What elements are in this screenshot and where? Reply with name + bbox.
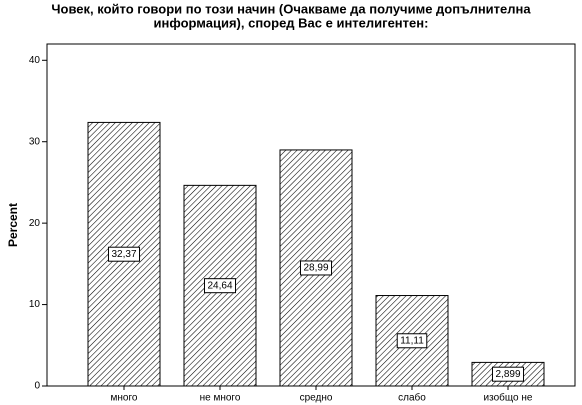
y-tick-label: 20 bbox=[29, 218, 41, 229]
y-axis-label: Percent bbox=[6, 203, 20, 247]
y-tick-label: 0 bbox=[34, 381, 40, 392]
x-tick-label: средно bbox=[300, 393, 333, 404]
x-tick-label: не много bbox=[200, 393, 241, 404]
value-label: 28,99 bbox=[303, 263, 328, 274]
value-label: 24,64 bbox=[207, 280, 232, 291]
chart-title: Човек, който говори по този начин (Очакв… bbox=[51, 1, 531, 16]
x-tick-label: слабо bbox=[398, 392, 426, 404]
y-tick-label: 40 bbox=[29, 55, 41, 66]
value-label-box bbox=[203, 278, 237, 294]
value-label-box bbox=[491, 366, 525, 382]
x-tick-label: много bbox=[111, 393, 138, 404]
y-tick-label: 30 bbox=[29, 136, 41, 147]
y-tick-label: 10 bbox=[29, 299, 41, 310]
value-label-box bbox=[299, 260, 333, 276]
value-label: 32,37 bbox=[111, 249, 136, 260]
x-tick-label: изобщо не bbox=[484, 392, 533, 404]
chart-title: информация), според Вас е интелигентен: bbox=[154, 15, 429, 30]
value-label-box bbox=[396, 333, 428, 349]
value-label: 11,11 bbox=[400, 335, 424, 346]
value-label-box bbox=[107, 246, 141, 262]
value-label: 2,899 bbox=[495, 369, 520, 380]
